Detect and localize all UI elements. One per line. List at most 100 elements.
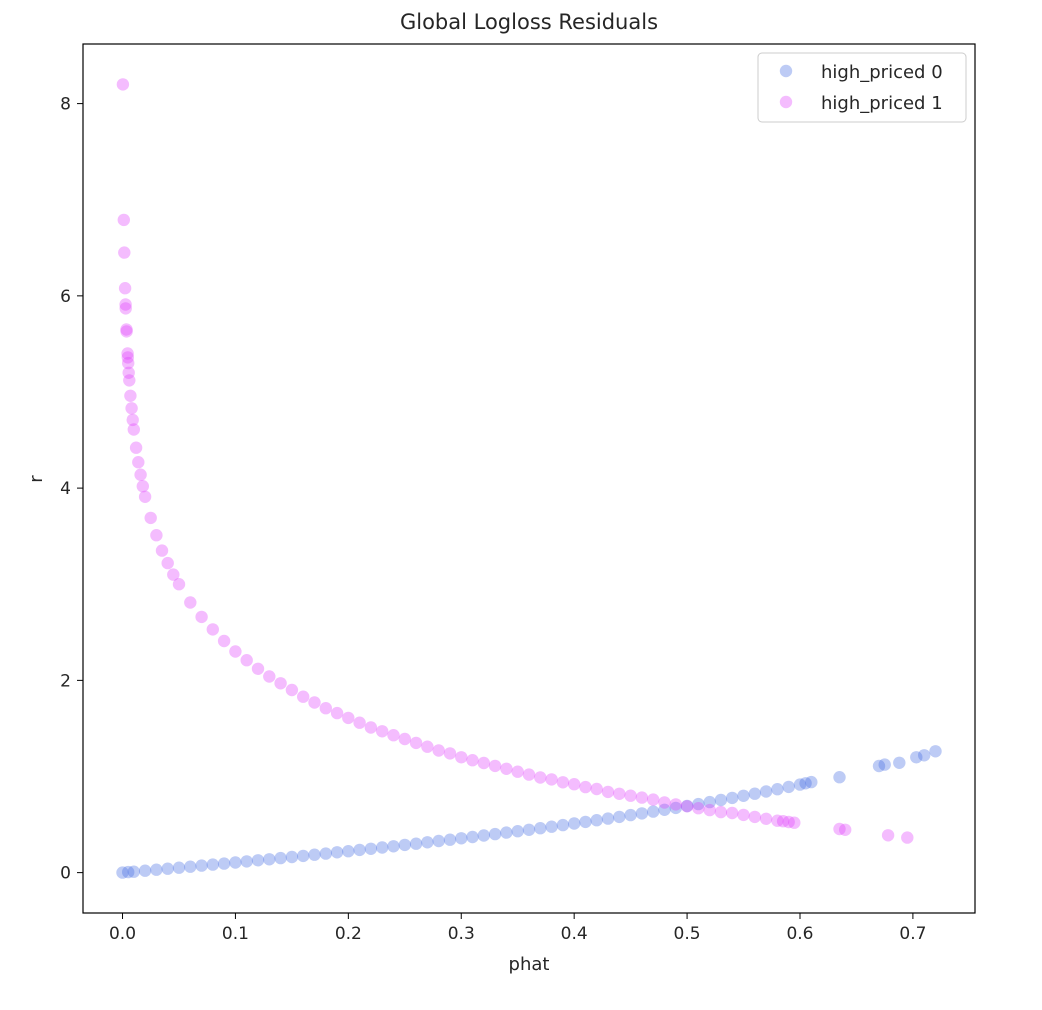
data-point bbox=[613, 787, 626, 800]
x-tick-label: 0.7 bbox=[899, 924, 926, 944]
data-point bbox=[477, 829, 490, 842]
data-point bbox=[229, 856, 242, 869]
data-point bbox=[833, 771, 846, 784]
data-point bbox=[274, 851, 287, 865]
data-point bbox=[782, 815, 795, 829]
data-point bbox=[120, 323, 133, 336]
data-point bbox=[455, 832, 468, 845]
data-point bbox=[556, 818, 570, 832]
data-point bbox=[556, 776, 570, 789]
y-tick-label: 4 bbox=[60, 479, 71, 499]
data-point bbox=[138, 490, 152, 503]
y-tick-label: 6 bbox=[60, 287, 71, 307]
data-point bbox=[421, 740, 434, 753]
series-0 bbox=[116, 745, 942, 879]
data-point bbox=[466, 830, 479, 844]
data-point bbox=[285, 850, 299, 864]
data-point bbox=[680, 799, 694, 813]
legend-label: high_priced 1 bbox=[821, 93, 943, 114]
data-point bbox=[466, 754, 479, 767]
data-point bbox=[726, 806, 739, 820]
legend-box bbox=[757, 52, 967, 123]
data-point bbox=[134, 468, 147, 481]
data-point bbox=[387, 729, 400, 742]
data-point bbox=[136, 480, 149, 493]
data-point bbox=[872, 759, 886, 773]
chart-title: Global Logloss Residuals bbox=[400, 10, 658, 34]
data-point bbox=[579, 815, 592, 829]
legend-label: high_priced 0 bbox=[821, 62, 943, 83]
data-point bbox=[737, 808, 750, 822]
data-point bbox=[714, 793, 728, 807]
data-point bbox=[737, 789, 750, 802]
data-point bbox=[330, 706, 344, 720]
data-point bbox=[793, 778, 807, 791]
data-point bbox=[206, 623, 219, 636]
data-point bbox=[901, 831, 914, 844]
data-point bbox=[120, 325, 133, 338]
data-point bbox=[799, 777, 812, 790]
data-point bbox=[155, 544, 169, 557]
data-point bbox=[893, 756, 906, 769]
data-point bbox=[776, 815, 790, 828]
data-point bbox=[511, 765, 524, 778]
data-point bbox=[432, 744, 445, 757]
x-tick-label: 0.0 bbox=[109, 924, 136, 944]
legend-marker bbox=[779, 64, 793, 78]
x-tick-label: 0.6 bbox=[786, 924, 813, 944]
y-axis-label: r bbox=[26, 475, 47, 483]
data-point bbox=[376, 841, 389, 854]
data-point bbox=[342, 845, 355, 858]
x-axis: 0.0 0.1 0.2 0.3 0.4 0.5 0.6 0.7 bbox=[109, 913, 926, 944]
data-point bbox=[285, 683, 299, 697]
data-point bbox=[726, 791, 739, 805]
y-tick-label: 2 bbox=[60, 671, 71, 691]
data-point bbox=[669, 801, 682, 815]
legend: high_priced 0 high_priced 1 bbox=[757, 52, 967, 123]
data-point bbox=[127, 865, 140, 878]
data-point bbox=[500, 762, 513, 775]
data-point bbox=[319, 702, 332, 715]
data-point bbox=[910, 751, 923, 764]
data-point bbox=[788, 816, 801, 829]
data-point bbox=[127, 423, 140, 436]
data-point bbox=[129, 441, 143, 454]
data-point bbox=[771, 814, 784, 827]
data-point bbox=[184, 596, 197, 609]
data-point bbox=[878, 758, 891, 771]
data-point bbox=[522, 823, 536, 836]
data-point bbox=[297, 849, 310, 863]
data-point bbox=[590, 782, 603, 796]
data-point bbox=[122, 865, 135, 879]
data-point bbox=[167, 568, 180, 581]
data-point bbox=[118, 282, 132, 295]
data-point bbox=[881, 829, 895, 842]
data-point bbox=[624, 808, 637, 822]
data-point bbox=[805, 775, 818, 789]
data-point bbox=[229, 645, 242, 658]
data-point bbox=[635, 807, 649, 820]
data-point bbox=[116, 866, 129, 879]
data-point bbox=[500, 826, 513, 839]
data-point bbox=[119, 298, 132, 311]
data-point bbox=[172, 861, 186, 874]
data-point bbox=[918, 749, 931, 762]
data-point bbox=[274, 677, 287, 690]
data-point bbox=[534, 771, 547, 784]
data-point bbox=[121, 351, 134, 364]
data-point bbox=[522, 768, 536, 781]
data-point bbox=[132, 456, 145, 469]
data-point bbox=[545, 820, 558, 833]
data-point bbox=[714, 805, 728, 819]
data-point bbox=[409, 837, 423, 850]
data-point bbox=[929, 745, 942, 758]
data-point bbox=[759, 812, 773, 825]
x-tick-label: 0.1 bbox=[222, 924, 249, 944]
data-point bbox=[771, 783, 784, 796]
data-point bbox=[172, 578, 186, 591]
data-point bbox=[782, 780, 795, 794]
data-point bbox=[748, 810, 761, 824]
data-point bbox=[161, 862, 174, 875]
